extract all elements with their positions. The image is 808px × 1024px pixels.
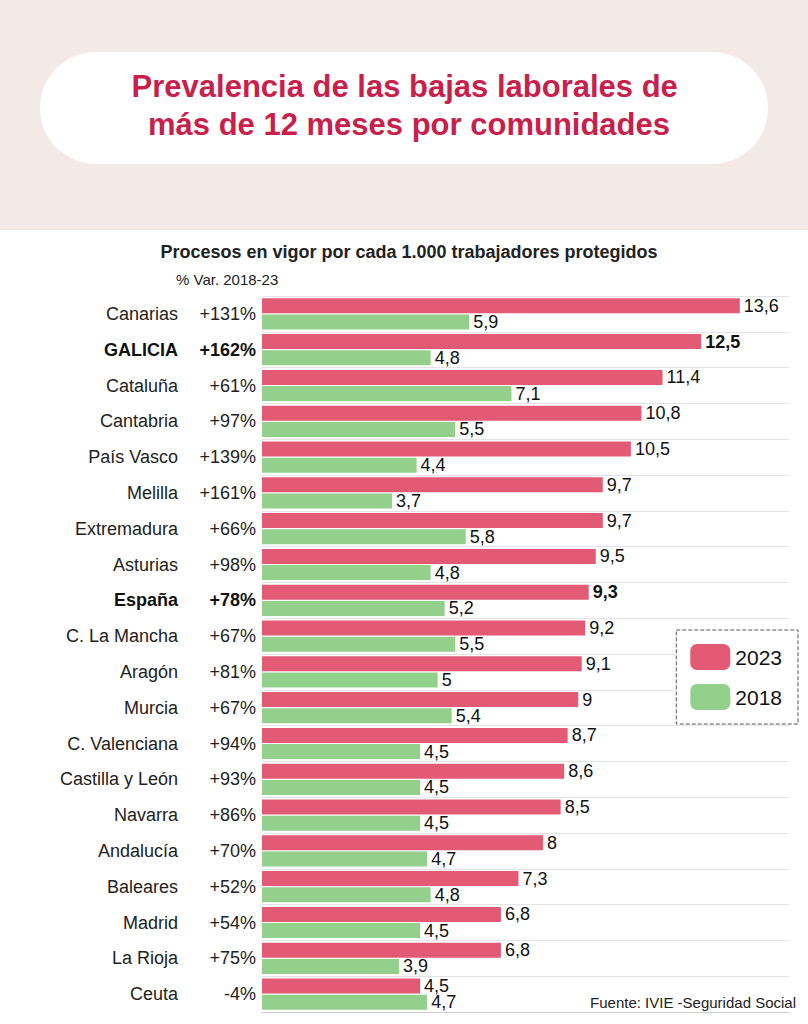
svg-text:8,7: 8,7 bbox=[572, 725, 597, 745]
svg-text:+78%: +78% bbox=[209, 590, 256, 610]
svg-text:3,7: 3,7 bbox=[396, 491, 421, 511]
svg-text:Navarra: Navarra bbox=[114, 805, 179, 825]
svg-text:13,6: 13,6 bbox=[744, 296, 779, 316]
svg-text:+93%: +93% bbox=[209, 769, 256, 789]
svg-text:3,9: 3,9 bbox=[403, 956, 428, 976]
svg-text:9,7: 9,7 bbox=[607, 475, 632, 495]
svg-text:4,7: 4,7 bbox=[431, 992, 456, 1012]
svg-text:+161%: +161% bbox=[199, 483, 256, 503]
svg-text:9: 9 bbox=[582, 690, 592, 710]
svg-text:País Vasco: País Vasco bbox=[88, 447, 178, 467]
svg-text:más de 12 meses por comunidade: más de 12 meses por comunidades bbox=[148, 107, 670, 142]
svg-text:9,2: 9,2 bbox=[589, 618, 614, 638]
svg-text:+86%: +86% bbox=[209, 805, 256, 825]
svg-text:+98%: +98% bbox=[209, 555, 256, 575]
svg-text:4,5: 4,5 bbox=[424, 777, 449, 797]
svg-text:9,1: 9,1 bbox=[586, 654, 611, 674]
svg-text:+131%: +131% bbox=[199, 304, 256, 324]
svg-text:+52%: +52% bbox=[209, 877, 256, 897]
svg-text:Madrid: Madrid bbox=[123, 913, 178, 933]
svg-text:Murcia: Murcia bbox=[124, 698, 179, 718]
svg-text:+162%: +162% bbox=[199, 340, 256, 360]
svg-text:Aragón: Aragón bbox=[120, 662, 178, 682]
svg-text:5,4: 5,4 bbox=[456, 706, 481, 726]
svg-text:% Var. 2018-23: % Var. 2018-23 bbox=[176, 271, 278, 288]
svg-text:+81%: +81% bbox=[209, 662, 256, 682]
svg-text:+61%: +61% bbox=[209, 376, 256, 396]
svg-text:5: 5 bbox=[442, 670, 452, 690]
svg-text:Castilla y León: Castilla y León bbox=[60, 769, 178, 789]
svg-text:4,5: 4,5 bbox=[424, 813, 449, 833]
svg-text:9,7: 9,7 bbox=[607, 511, 632, 531]
svg-text:8: 8 bbox=[547, 833, 557, 853]
svg-text:8,5: 8,5 bbox=[565, 797, 590, 817]
svg-text:2018: 2018 bbox=[735, 686, 782, 709]
svg-text:GALICIA: GALICIA bbox=[104, 340, 178, 360]
svg-text:9,3: 9,3 bbox=[593, 582, 618, 602]
svg-text:12,5: 12,5 bbox=[705, 332, 740, 352]
svg-text:7,3: 7,3 bbox=[522, 869, 547, 889]
svg-text:+97%: +97% bbox=[209, 411, 256, 431]
svg-text:4,5: 4,5 bbox=[424, 976, 450, 996]
svg-text:Baleares: Baleares bbox=[107, 877, 178, 897]
svg-text:6,8: 6,8 bbox=[505, 904, 530, 924]
svg-text:5,2: 5,2 bbox=[449, 598, 474, 618]
svg-text:5,9: 5,9 bbox=[473, 312, 498, 332]
svg-text:Andalucía: Andalucía bbox=[98, 841, 179, 861]
svg-text:Cataluña: Cataluña bbox=[106, 376, 179, 396]
svg-text:+139%: +139% bbox=[199, 447, 256, 467]
svg-text:Prevalencia de las bajas labor: Prevalencia de las bajas laborales de bbox=[132, 69, 687, 104]
svg-text:4,8: 4,8 bbox=[435, 563, 460, 583]
svg-text:+67%: +67% bbox=[209, 698, 256, 718]
svg-text:11,4: 11,4 bbox=[667, 367, 701, 387]
svg-text:9,5: 9,5 bbox=[600, 546, 625, 566]
svg-text:4,5: 4,5 bbox=[424, 921, 449, 941]
svg-text:España: España bbox=[114, 590, 179, 610]
svg-text:Extremadura: Extremadura bbox=[75, 519, 179, 539]
svg-text:5,5: 5,5 bbox=[459, 634, 484, 654]
svg-text:4,7: 4,7 bbox=[431, 849, 456, 869]
svg-text:2023: 2023 bbox=[735, 646, 782, 669]
svg-text:-4%: -4% bbox=[224, 984, 256, 1004]
svg-text:C. Valenciana: C. Valenciana bbox=[67, 734, 179, 754]
svg-text:Procesos en vigor por cada 1.0: Procesos en vigor por cada 1.000 trabaja… bbox=[160, 242, 657, 262]
svg-text:Cantabria: Cantabria bbox=[100, 411, 179, 431]
svg-text:+66%: +66% bbox=[209, 519, 256, 539]
svg-text:+54%: +54% bbox=[209, 913, 256, 933]
svg-text:6,8: 6,8 bbox=[505, 940, 530, 960]
svg-text:4,4: 4,4 bbox=[421, 455, 446, 475]
svg-text:Fuente: IVIE -Seguridad Social: Fuente: IVIE -Seguridad Social bbox=[590, 994, 796, 1011]
svg-text:Canarias: Canarias bbox=[106, 304, 178, 324]
svg-text:4,5: 4,5 bbox=[424, 742, 449, 762]
svg-text:+94%: +94% bbox=[209, 734, 256, 754]
svg-text:4,8: 4,8 bbox=[435, 885, 460, 905]
svg-text:Asturias: Asturias bbox=[113, 555, 178, 575]
svg-text:10,5: 10,5 bbox=[635, 439, 670, 459]
svg-text:Melilla: Melilla bbox=[127, 483, 179, 503]
svg-text:10,8: 10,8 bbox=[645, 403, 680, 423]
svg-text:+70%: +70% bbox=[209, 841, 256, 861]
svg-text:Ceuta: Ceuta bbox=[130, 984, 179, 1004]
svg-text:C. La Mancha: C. La Mancha bbox=[66, 626, 179, 646]
svg-text:5,8: 5,8 bbox=[470, 527, 495, 547]
svg-text:La Rioja: La Rioja bbox=[112, 948, 179, 968]
svg-text:+67%: +67% bbox=[209, 626, 256, 646]
svg-text:4,8: 4,8 bbox=[435, 348, 460, 368]
svg-text:8,6: 8,6 bbox=[568, 761, 593, 781]
svg-text:7,1: 7,1 bbox=[515, 384, 540, 404]
svg-text:+75%: +75% bbox=[209, 948, 256, 968]
svg-text:5,5: 5,5 bbox=[459, 419, 484, 439]
